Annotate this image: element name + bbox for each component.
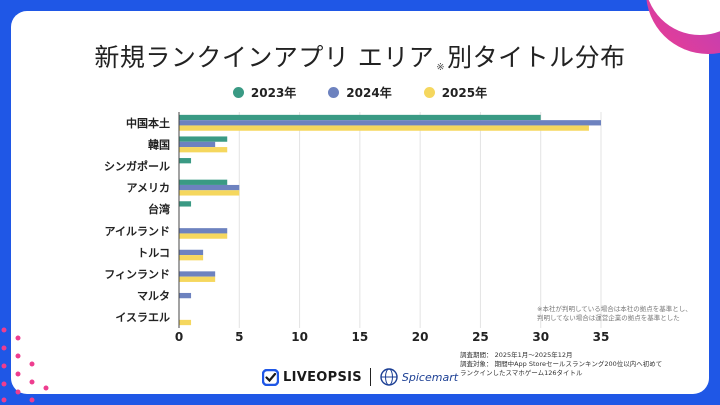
chart-title: 新規ランクインアプリ エリア ※別タイトル分布 — [0, 38, 720, 74]
x-tick-label: 25 — [472, 330, 489, 344]
category-label: アイルランド — [105, 225, 170, 238]
liveopsis-wordmark: LIVEOPSIS — [283, 369, 362, 385]
x-tick-label: 15 — [352, 330, 369, 344]
bar — [179, 276, 216, 282]
bar — [179, 184, 240, 191]
x-tick-label: 20 — [412, 330, 429, 344]
title-main: 新規ランクインアプリ エリア — [94, 43, 435, 72]
bar — [179, 190, 240, 196]
bar — [179, 114, 541, 121]
bar — [179, 292, 192, 299]
survey-info: 調査期間： 2025年1月〜2025年12月 調査対象： 期間中App Stor… — [460, 351, 710, 378]
title-suffix: 別タイトル分布 — [447, 43, 626, 72]
spicemart-globe-icon — [380, 368, 398, 386]
bar — [179, 141, 216, 148]
footer-logos: LIVEOPSIS Spicemart — [262, 366, 458, 388]
bar — [179, 125, 589, 131]
bar — [179, 271, 216, 277]
x-tick-label: 35 — [593, 330, 610, 344]
bar — [179, 249, 204, 256]
area-note-line2: 判明してない場合は運営企業の拠点を基準とした — [537, 314, 680, 322]
liveopsis-icon — [262, 368, 279, 386]
legend-label-2023: 2023年 — [250, 86, 297, 100]
logo-divider — [369, 368, 371, 386]
bar — [179, 147, 228, 153]
liveopsis-logo: LIVEOPSIS — [262, 368, 362, 386]
category-label: トルコ — [137, 246, 170, 259]
x-tick-label: 5 — [235, 330, 243, 344]
bar — [179, 136, 228, 142]
x-tick-label: 10 — [291, 330, 308, 344]
category-label: 台湾 — [148, 202, 170, 216]
bar — [179, 228, 228, 234]
category-label: フィンランド — [104, 268, 170, 281]
bar — [179, 120, 601, 126]
spicemart-wordmark: Spicemart — [401, 370, 459, 384]
category-label: シンガポール — [104, 159, 170, 173]
legend-label-2024: 2024年 — [346, 86, 392, 100]
legend-swatch-2023 — [232, 87, 244, 98]
legend-swatch-2025 — [423, 87, 435, 98]
title-note-mark: ※ — [436, 62, 446, 73]
area-footnote: ※本社が判明している場合は本社の拠点を基準とし、 判明してない場合は運営企業の拠… — [537, 305, 712, 323]
legend-item-2023: 2023年 — [232, 84, 297, 101]
category-label: 中国本土 — [126, 116, 170, 130]
legend-item-2025: 2025年 — [423, 84, 488, 101]
bar — [179, 255, 204, 261]
legend-label-2025: 2025年 — [441, 86, 488, 100]
survey-target-2: ランクインしたスマホゲーム126タイトル — [460, 369, 583, 377]
category-label: イスラエル — [115, 311, 170, 324]
x-tick-label: 0 — [175, 330, 183, 344]
category-label: 韓国 — [148, 137, 170, 151]
bar — [179, 158, 192, 164]
category-label: アメリカ — [127, 182, 170, 195]
bar — [179, 319, 192, 326]
dots-decoration — [1, 327, 49, 403]
chart-legend: 2023年 2024年 2025年 — [0, 84, 720, 101]
bar — [179, 233, 228, 239]
legend-item-2024: 2024年 — [328, 84, 392, 101]
area-note-line1: ※本社が判明している場合は本社の拠点を基準とし、 — [537, 305, 692, 313]
survey-period: 調査期間： 2025年1月〜2025年12月 — [460, 351, 573, 359]
spicemart-logo: Spicemart — [379, 367, 458, 387]
bar — [179, 179, 228, 185]
x-tick-label: 30 — [532, 330, 549, 344]
legend-swatch-2024 — [328, 87, 340, 98]
survey-target: 調査対象： 期間中App Storeセールスランキング200位以内へ初めて — [460, 360, 663, 368]
bar — [179, 201, 192, 207]
category-label: マルタ — [137, 290, 170, 303]
corner-decoration — [646, 0, 720, 54]
